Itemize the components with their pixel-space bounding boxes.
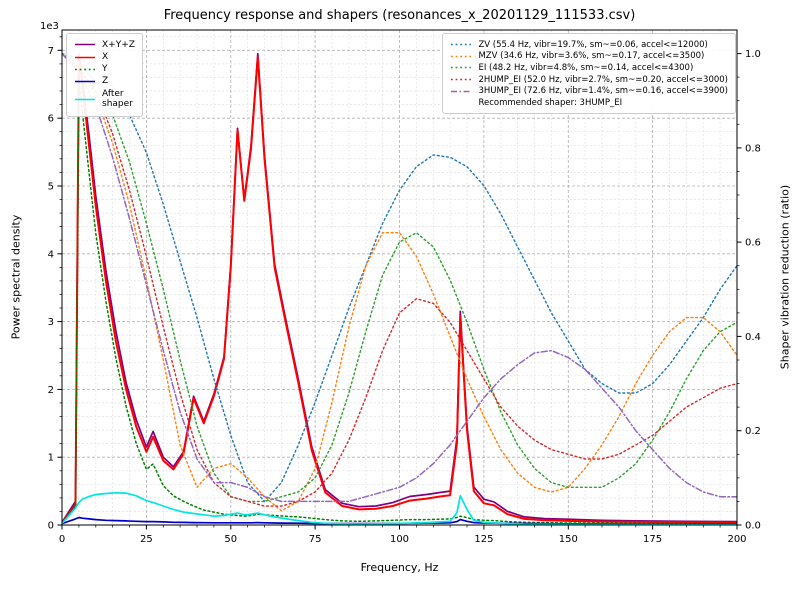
legend-line-sample <box>451 67 472 69</box>
legend-spacer <box>450 103 472 104</box>
legend-shaper-items: ZV (55.4 Hz, vibr=19.7%, sm~=0.06, accel… <box>450 40 728 97</box>
svg-text:200: 200 <box>727 534 746 545</box>
svg-text:5: 5 <box>48 182 54 193</box>
svg-text:4: 4 <box>48 249 54 260</box>
svg-text:50: 50 <box>224 534 237 545</box>
legend-label: X <box>102 51 109 62</box>
legend-item: Z <box>74 76 135 87</box>
legend-label: 3HUMP_EI (72.6 Hz, vibr=1.4%, sm~=0.16, … <box>478 86 728 97</box>
series-mzv <box>62 52 737 512</box>
svg-text:0.4: 0.4 <box>745 332 761 343</box>
legend-line-sample <box>75 68 95 71</box>
series-2hump-ei <box>62 52 737 507</box>
svg-text:0.6: 0.6 <box>745 238 761 249</box>
recommended-shaper-note: Recommended shaper: 3HUMP_EI <box>478 98 623 109</box>
legend-line-sample <box>75 80 95 83</box>
legend-line-sample <box>75 98 95 101</box>
legend-label: X+Y+Z <box>102 39 135 50</box>
legend-label: Z <box>102 76 109 87</box>
svg-text:0.2: 0.2 <box>745 426 761 437</box>
legend-label: 2HUMP_EI (52.0 Hz, vibr=2.7%, sm~=0.20, … <box>478 74 728 85</box>
legend-item: MZV (34.6 Hz, vibr=3.6%, sm~=0.17, accel… <box>450 51 728 61</box>
legend-label: ZV (55.4 Hz, vibr=19.7%, sm~=0.06, accel… <box>478 39 708 50</box>
legend-recommended-row: Recommended shaper: 3HUMP_EI <box>450 98 728 108</box>
svg-text:75: 75 <box>309 534 322 545</box>
legend-item: After shaper <box>74 89 135 111</box>
svg-text:25: 25 <box>140 534 153 545</box>
legend-line-sample <box>451 78 472 81</box>
svg-text:0: 0 <box>48 521 54 532</box>
legend-item: 2HUMP_EI (52.0 Hz, vibr=2.7%, sm~=0.20, … <box>450 75 728 85</box>
svg-text:3: 3 <box>48 317 54 328</box>
legend-psd: X+Y+Z X Y Z After shaper <box>66 33 143 117</box>
svg-text:150: 150 <box>559 534 578 545</box>
legend-item: 3HUMP_EI (72.6 Hz, vibr=1.4%, sm~=0.16, … <box>450 86 728 96</box>
svg-text:1.0: 1.0 <box>745 49 761 60</box>
series-zv <box>62 52 737 503</box>
svg-text:0.8: 0.8 <box>745 143 761 154</box>
x-axis-label: Frequency, Hz <box>360 561 439 574</box>
svg-text:2: 2 <box>48 385 54 396</box>
legend-label: After shaper <box>102 88 133 110</box>
legend-line-sample <box>451 43 472 46</box>
svg-text:175: 175 <box>643 534 662 545</box>
y-axis-label-left: Power spectral density <box>9 214 23 340</box>
legend-label: MZV (34.6 Hz, vibr=3.6%, sm~=0.17, accel… <box>478 51 705 62</box>
legend-item: ZV (55.4 Hz, vibr=19.7%, sm~=0.06, accel… <box>450 40 728 50</box>
svg-text:100: 100 <box>390 534 409 545</box>
legend-item: EI (48.2 Hz, vibr=4.8%, sm~=0.14, accel<… <box>450 63 728 73</box>
svg-text:125: 125 <box>474 534 493 545</box>
legend-line-sample <box>75 56 95 58</box>
legend-shapers: ZV (55.4 Hz, vibr=19.7%, sm~=0.06, accel… <box>442 33 736 115</box>
svg-text:0.0: 0.0 <box>745 521 761 532</box>
legend-line-sample <box>451 90 472 93</box>
series-ei <box>62 52 737 503</box>
svg-text:7: 7 <box>48 46 54 57</box>
y-axis-offset-text: 1e3 <box>40 21 59 32</box>
legend-line-sample <box>451 55 472 58</box>
series-3hump-ei <box>62 52 737 503</box>
legend-item: X+Y+Z <box>74 40 135 51</box>
legend-line-sample <box>75 44 95 46</box>
y-axis-label-right: Shaper vibration reduction (ratio) <box>778 184 792 370</box>
svg-text:1: 1 <box>48 453 54 464</box>
svg-text:0: 0 <box>59 534 65 545</box>
svg-text:6: 6 <box>48 114 54 125</box>
series-x <box>62 56 737 524</box>
chart-title: Frequency response and shapers (resonanc… <box>163 8 636 23</box>
legend-item: X <box>74 52 135 63</box>
series-after-shaper <box>62 491 737 525</box>
legend-item: Y <box>74 64 135 75</box>
series-y <box>62 76 737 525</box>
legend-label: EI (48.2 Hz, vibr=4.8%, sm~=0.14, accel<… <box>478 62 694 73</box>
legend-label: Y <box>102 64 108 75</box>
